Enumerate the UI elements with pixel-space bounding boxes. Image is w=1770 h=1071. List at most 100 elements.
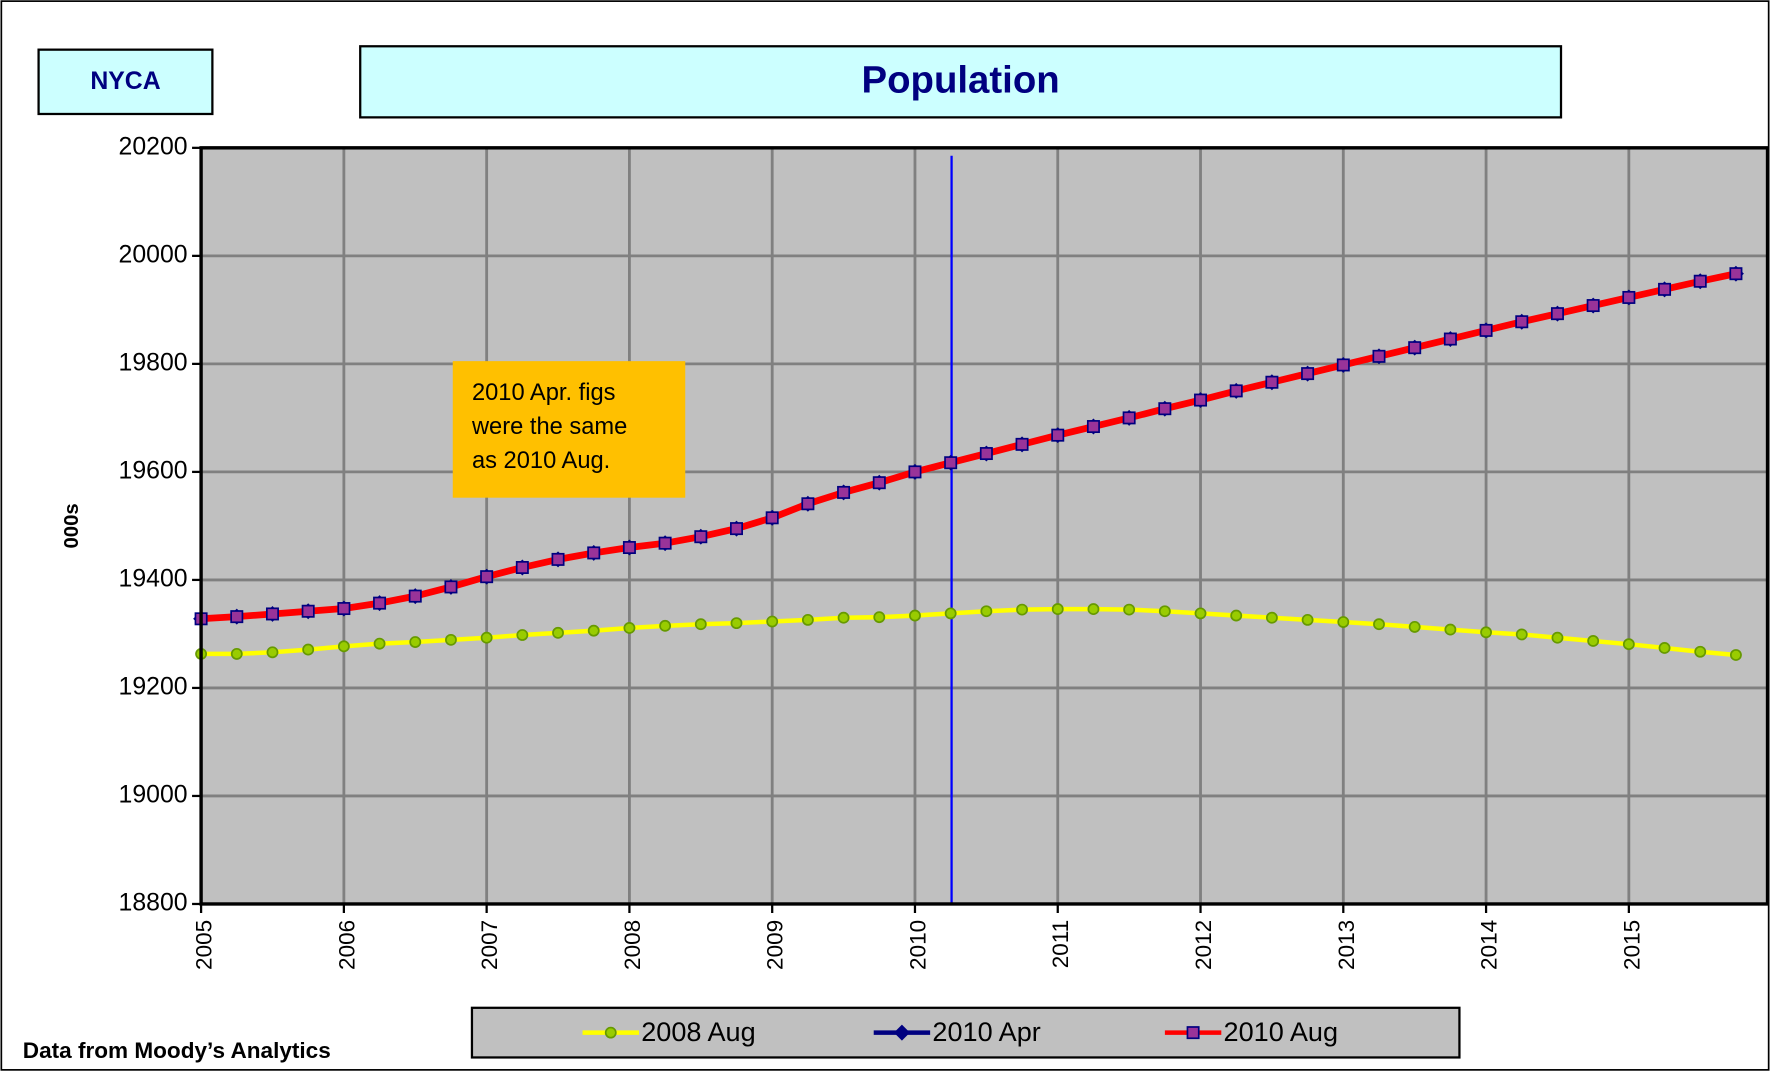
data-point	[337, 640, 350, 653]
data-point	[1194, 393, 1208, 407]
data-point	[516, 629, 529, 641]
data-point	[587, 546, 601, 560]
data-point	[1337, 616, 1350, 628]
data-point	[1229, 384, 1243, 398]
data-point	[623, 622, 636, 634]
data-point	[515, 561, 529, 574]
data-point	[1265, 611, 1278, 624]
data-point	[944, 607, 957, 620]
data-point	[1158, 402, 1172, 416]
data-point	[373, 596, 387, 610]
data-point	[801, 497, 815, 511]
annotation: 2010 Apr. figs were the same as 2010 Aug.	[452, 361, 686, 498]
data-point	[730, 617, 743, 630]
x-tick-label: 2013	[1334, 920, 1359, 970]
data-point	[837, 485, 851, 499]
data-point	[480, 631, 493, 644]
data-point	[873, 611, 886, 624]
x-tick-label: 2010	[905, 920, 930, 970]
data-point	[1622, 638, 1635, 651]
y-tick-label: 18800	[119, 890, 188, 917]
data-point	[1693, 274, 1707, 288]
data-point	[908, 465, 922, 479]
x-tick-label: 2007	[477, 920, 502, 970]
data-point	[979, 447, 993, 461]
data-point	[301, 604, 315, 618]
x-tick-label: 2012	[1191, 920, 1216, 970]
data-point	[766, 615, 779, 628]
data-point	[1265, 375, 1279, 389]
data-point	[622, 541, 636, 555]
x-tick-label: 2011	[1048, 920, 1073, 969]
y-tick-label: 19400	[119, 565, 188, 592]
data-point	[837, 611, 850, 624]
data-point	[1479, 323, 1493, 337]
data-point	[872, 476, 886, 490]
data-point	[445, 633, 457, 646]
label-box	[37, 48, 214, 116]
data-point	[409, 636, 422, 648]
data-point	[1729, 267, 1743, 281]
data-point	[1051, 428, 1065, 442]
data-point	[265, 607, 279, 621]
label-box-text: NYCA	[90, 68, 160, 95]
data-point	[1194, 607, 1207, 620]
annotation-text: 2010 Apr. figs	[472, 380, 616, 406]
y-tick-label: 19600	[119, 457, 188, 484]
plot-area: 18800 19000 19200 19400 19600 19800 20000 20200…	[61, 133, 1770, 970]
data-point	[551, 552, 565, 566]
data-point	[1158, 605, 1171, 618]
x-tick-label: 2014	[1477, 920, 1502, 970]
data-point	[1230, 609, 1243, 622]
y-axis-label: 000s	[61, 503, 83, 548]
data-point	[1444, 623, 1457, 636]
data-point	[801, 613, 814, 626]
y-tick-label: 20000	[119, 241, 188, 268]
data-point	[1515, 628, 1528, 641]
data-point	[552, 626, 564, 639]
x-tick-label: 2008	[620, 920, 645, 970]
data-point	[765, 511, 779, 525]
x-tick-label: 2005	[192, 920, 217, 970]
data-point	[266, 646, 279, 659]
data-point	[1016, 603, 1028, 616]
data-point	[1301, 367, 1315, 381]
source: Data from Moody’s Analytics	[23, 1038, 331, 1063]
plot-background	[201, 147, 1768, 904]
data-point	[1658, 282, 1672, 296]
data-point	[1372, 349, 1386, 363]
data-point	[694, 530, 708, 544]
data-point	[302, 643, 315, 656]
legend-marker	[893, 1024, 910, 1041]
plot-border	[199, 146, 1770, 906]
data-point	[373, 637, 386, 650]
series-line	[201, 606, 1737, 658]
data-point	[230, 647, 243, 660]
data-point	[444, 580, 458, 594]
data-point	[1730, 649, 1742, 661]
legend-label: 2010 Apr	[932, 1016, 1040, 1047]
data-point	[1373, 618, 1385, 631]
data-point	[1515, 315, 1529, 329]
data-point	[1086, 420, 1100, 434]
annotation-text: as 2010 Aug.	[472, 448, 610, 474]
legend-marker	[1186, 1026, 1200, 1040]
x-tick-label: 2006	[334, 920, 359, 970]
data-point	[1015, 437, 1029, 451]
data-point	[1480, 626, 1492, 639]
data-point	[658, 536, 672, 550]
data-point	[480, 570, 494, 584]
data-point	[1550, 307, 1564, 321]
y-tick-label: 19200	[119, 673, 188, 700]
data-point	[730, 522, 743, 536]
data-point	[1586, 299, 1600, 313]
data-point	[944, 456, 958, 470]
data-point	[1408, 341, 1422, 355]
y-tick-label: 19000	[119, 782, 188, 809]
title-box	[359, 45, 1563, 119]
data-point	[1408, 620, 1421, 633]
data-point	[1301, 613, 1314, 626]
chart-title: Population	[862, 59, 1060, 102]
data-point	[694, 618, 707, 631]
